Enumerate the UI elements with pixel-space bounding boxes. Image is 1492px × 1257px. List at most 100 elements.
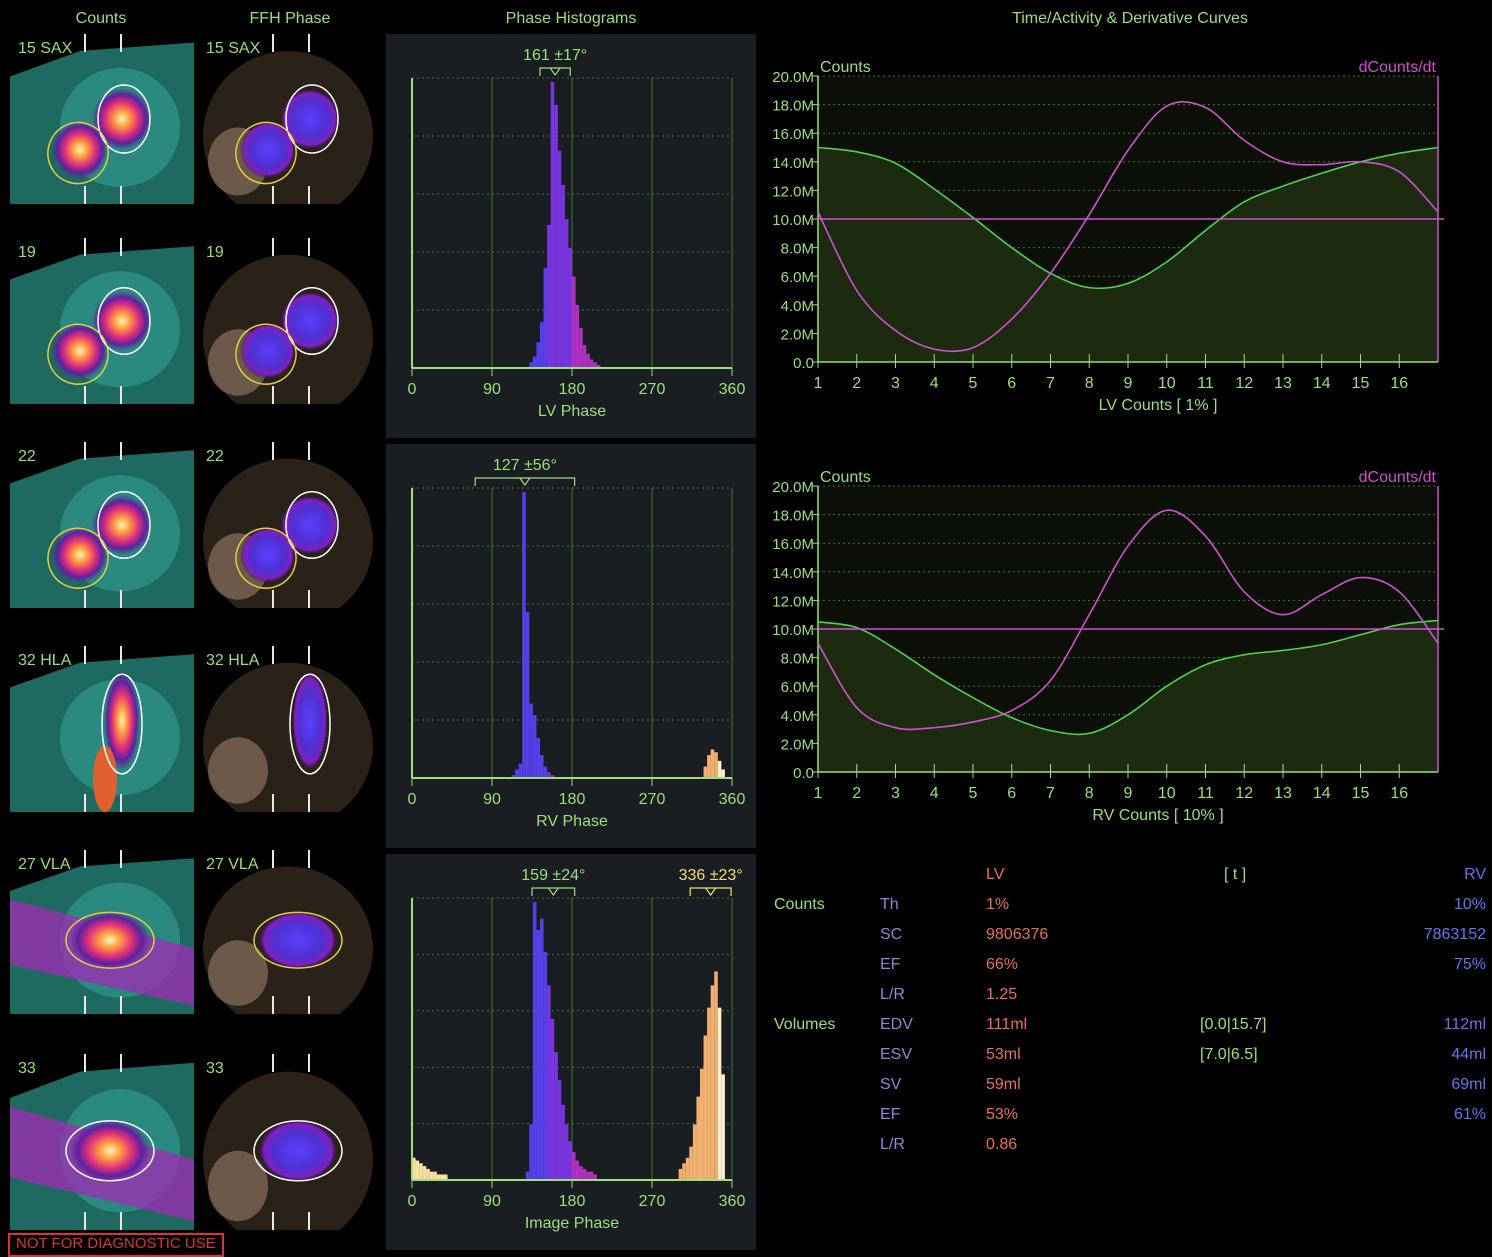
lv-contour (285, 84, 339, 154)
histogram-bar (707, 1007, 711, 1180)
x-tick-label: 270 (639, 791, 666, 808)
derivative-curve (817, 101, 1439, 353)
x-tick-label: 90 (483, 1193, 501, 1210)
crosshair-tick (120, 34, 122, 52)
histogram-bar (522, 492, 526, 778)
histogram-bar (518, 763, 523, 778)
x-tick-label: 14 (1313, 375, 1331, 392)
y-tick-label: 10.0M (772, 212, 814, 229)
x-tick-label: 0 (408, 791, 417, 808)
table-lv-value: 53ml (986, 1046, 1021, 1063)
histogram-bar (582, 1168, 587, 1180)
histogram-bar (543, 267, 548, 368)
y-tick-label: 20.0M (772, 479, 814, 496)
lv-contour (253, 1120, 343, 1182)
histogram-bar (412, 1157, 416, 1180)
tile-label: 22 (206, 448, 224, 465)
sd-bracket (531, 887, 576, 896)
x-axis-label: LV Phase (538, 403, 606, 420)
histogram-bar (589, 1171, 594, 1180)
table-lv-value: 1% (986, 896, 1010, 913)
histogram-bar (682, 1163, 686, 1180)
counts-area (818, 620, 1438, 772)
phase-image (203, 51, 373, 204)
rv-contour (47, 121, 109, 185)
x-tick-label: 10 (1158, 375, 1176, 392)
crosshair-tick (84, 442, 86, 460)
x-tick-label: 0 (408, 1193, 417, 1210)
rv-phase-histogram-panel: 0 90 180 270 360 RV Phase 127 ±56° (386, 444, 756, 848)
x-tick-label: 13 (1274, 785, 1292, 802)
table-rv-value: 112ml (1443, 1016, 1486, 1033)
histogram-bar (568, 1141, 572, 1180)
crosshair-tick (84, 996, 86, 1014)
crosshair-tick (84, 386, 86, 404)
y-tick-label: 6.0M (781, 269, 814, 286)
counts-column-header: Counts (75, 10, 127, 27)
histogram-bar (717, 1007, 722, 1180)
x-tick-label: 12 (1235, 785, 1253, 802)
tile-label: 33 (18, 1060, 36, 1077)
tile-label: 22 (18, 448, 36, 465)
y-tick-label: 6.0M (781, 679, 814, 696)
histogram-bar (532, 356, 537, 368)
table-lv-value: 9806376 (986, 926, 1049, 943)
y-tick-label: 18.0M (772, 508, 814, 525)
lv-contour (97, 491, 151, 559)
counts-tile-5: 27 VLA (10, 850, 194, 1014)
x-tick-label: 3 (891, 375, 900, 392)
y-tick-label: 8.0M (781, 651, 814, 668)
y-left-label: Counts (820, 59, 871, 76)
x-axis-label: Image Phase (525, 1215, 619, 1232)
histogram-bar (543, 952, 548, 1180)
rv-phase-histogram: 0 90 180 270 360 RV Phase 127 ±56° (408, 457, 746, 830)
mean-sd-label: 127 ±56° (493, 457, 557, 474)
x-tick-label: 4 (930, 375, 939, 392)
histogram-bar (525, 612, 530, 778)
histogram-bar (550, 1018, 555, 1180)
mean-sd-label: 336 ±23° (679, 867, 743, 884)
histogram-bar (529, 1124, 533, 1180)
crosshair-tick (84, 186, 86, 204)
sd-bracket (689, 887, 732, 896)
histogram-bar (429, 1171, 434, 1180)
x-tick-label: 1 (814, 785, 823, 802)
counts-curve (817, 619, 1439, 736)
crosshair-tick (272, 1054, 274, 1072)
sd-bracket (539, 67, 571, 76)
crosshair-tick (308, 386, 310, 404)
x-tick-label: 5 (969, 375, 978, 392)
histogram-bar (540, 918, 544, 1180)
time-activity-header: Time/Activity & Derivative Curves (1012, 10, 1248, 27)
crosshair-tick (272, 794, 274, 812)
phase-image (203, 662, 373, 812)
mean-marker (549, 67, 561, 77)
histogram-bar (515, 769, 519, 778)
crosshair-tick (120, 794, 122, 812)
histogram-bar (586, 1171, 590, 1180)
table-rv-value: 75% (1453, 956, 1486, 973)
table-row-label: L/R (880, 1136, 905, 1153)
histogram-bar (540, 322, 544, 368)
histogram-bar (582, 345, 587, 368)
crosshair-tick (84, 590, 86, 608)
table-t-value: [7.0|6.5] (1200, 1046, 1258, 1063)
x-tick-label: 15 (1352, 375, 1370, 392)
phase-image (203, 1071, 373, 1230)
histogram-bar (710, 749, 715, 778)
x-tick-label: 16 (1390, 375, 1408, 392)
phase-tile-3: 22 (198, 442, 382, 608)
mean-marker (519, 477, 531, 487)
x-tick-label: 270 (639, 1193, 666, 1210)
lv-contour (101, 673, 143, 775)
y-left-label: Counts (820, 469, 871, 486)
crosshair-tick (308, 238, 310, 256)
table-row-label: L/R (880, 986, 905, 1003)
phase-image (203, 866, 373, 1014)
x-tick-label: 8 (1085, 375, 1094, 392)
histogram-bar (547, 772, 551, 778)
phase-tile-6: 33 (198, 1054, 382, 1230)
x-tick-label: 13 (1274, 375, 1292, 392)
tile-label: 15 SAX (18, 40, 73, 57)
histogram-bar (554, 1052, 558, 1180)
